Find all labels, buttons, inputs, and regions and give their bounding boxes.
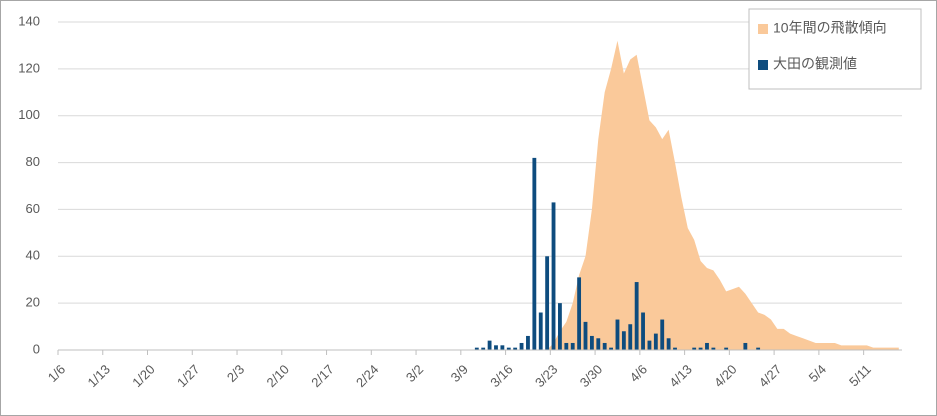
y-tick-label: 100 (18, 107, 40, 122)
y-tick-label: 140 (18, 13, 40, 28)
bar (615, 319, 620, 350)
bar (660, 319, 665, 350)
bar (698, 347, 703, 350)
bar (474, 347, 479, 350)
bar (487, 340, 492, 350)
bar (673, 347, 677, 350)
bar (756, 347, 761, 350)
bar (583, 321, 588, 350)
y-tick-label: 0 (33, 341, 40, 356)
bar (545, 256, 550, 350)
legend-label: 10年間の飛散傾向 (773, 20, 887, 36)
bar (692, 347, 697, 350)
y-tick-label: 60 (26, 201, 40, 216)
bar (596, 338, 601, 350)
y-tick-label: 40 (26, 248, 40, 263)
legend-swatch (758, 24, 768, 34)
bar (743, 342, 748, 350)
bar (634, 282, 639, 350)
bar (558, 303, 562, 350)
y-tick-label: 80 (26, 154, 40, 169)
bar (628, 324, 633, 350)
bar (705, 342, 709, 350)
bar (609, 347, 613, 350)
legend-swatch (758, 60, 768, 70)
bar (577, 277, 582, 350)
bar (506, 347, 511, 350)
bar (526, 335, 530, 350)
bar (532, 157, 537, 350)
bar (647, 340, 652, 350)
bar (481, 347, 486, 350)
bar (494, 345, 498, 350)
bar (711, 347, 716, 350)
legend-box (748, 8, 922, 90)
bar (570, 342, 575, 350)
bar (500, 345, 505, 350)
bar (653, 333, 658, 350)
bar (564, 342, 569, 350)
bar (666, 338, 671, 350)
legend-label: 大田の観測値 (773, 56, 857, 72)
area (61, 40, 899, 350)
y-tick-label: 120 (18, 60, 40, 75)
bar (641, 312, 645, 350)
bar (538, 312, 543, 350)
bar (621, 331, 626, 350)
bar (602, 342, 607, 350)
bar (551, 202, 556, 350)
bar (513, 347, 518, 350)
y-tick-label: 20 (26, 295, 40, 310)
bar (724, 347, 729, 350)
bar (519, 342, 524, 350)
bar (589, 335, 594, 350)
